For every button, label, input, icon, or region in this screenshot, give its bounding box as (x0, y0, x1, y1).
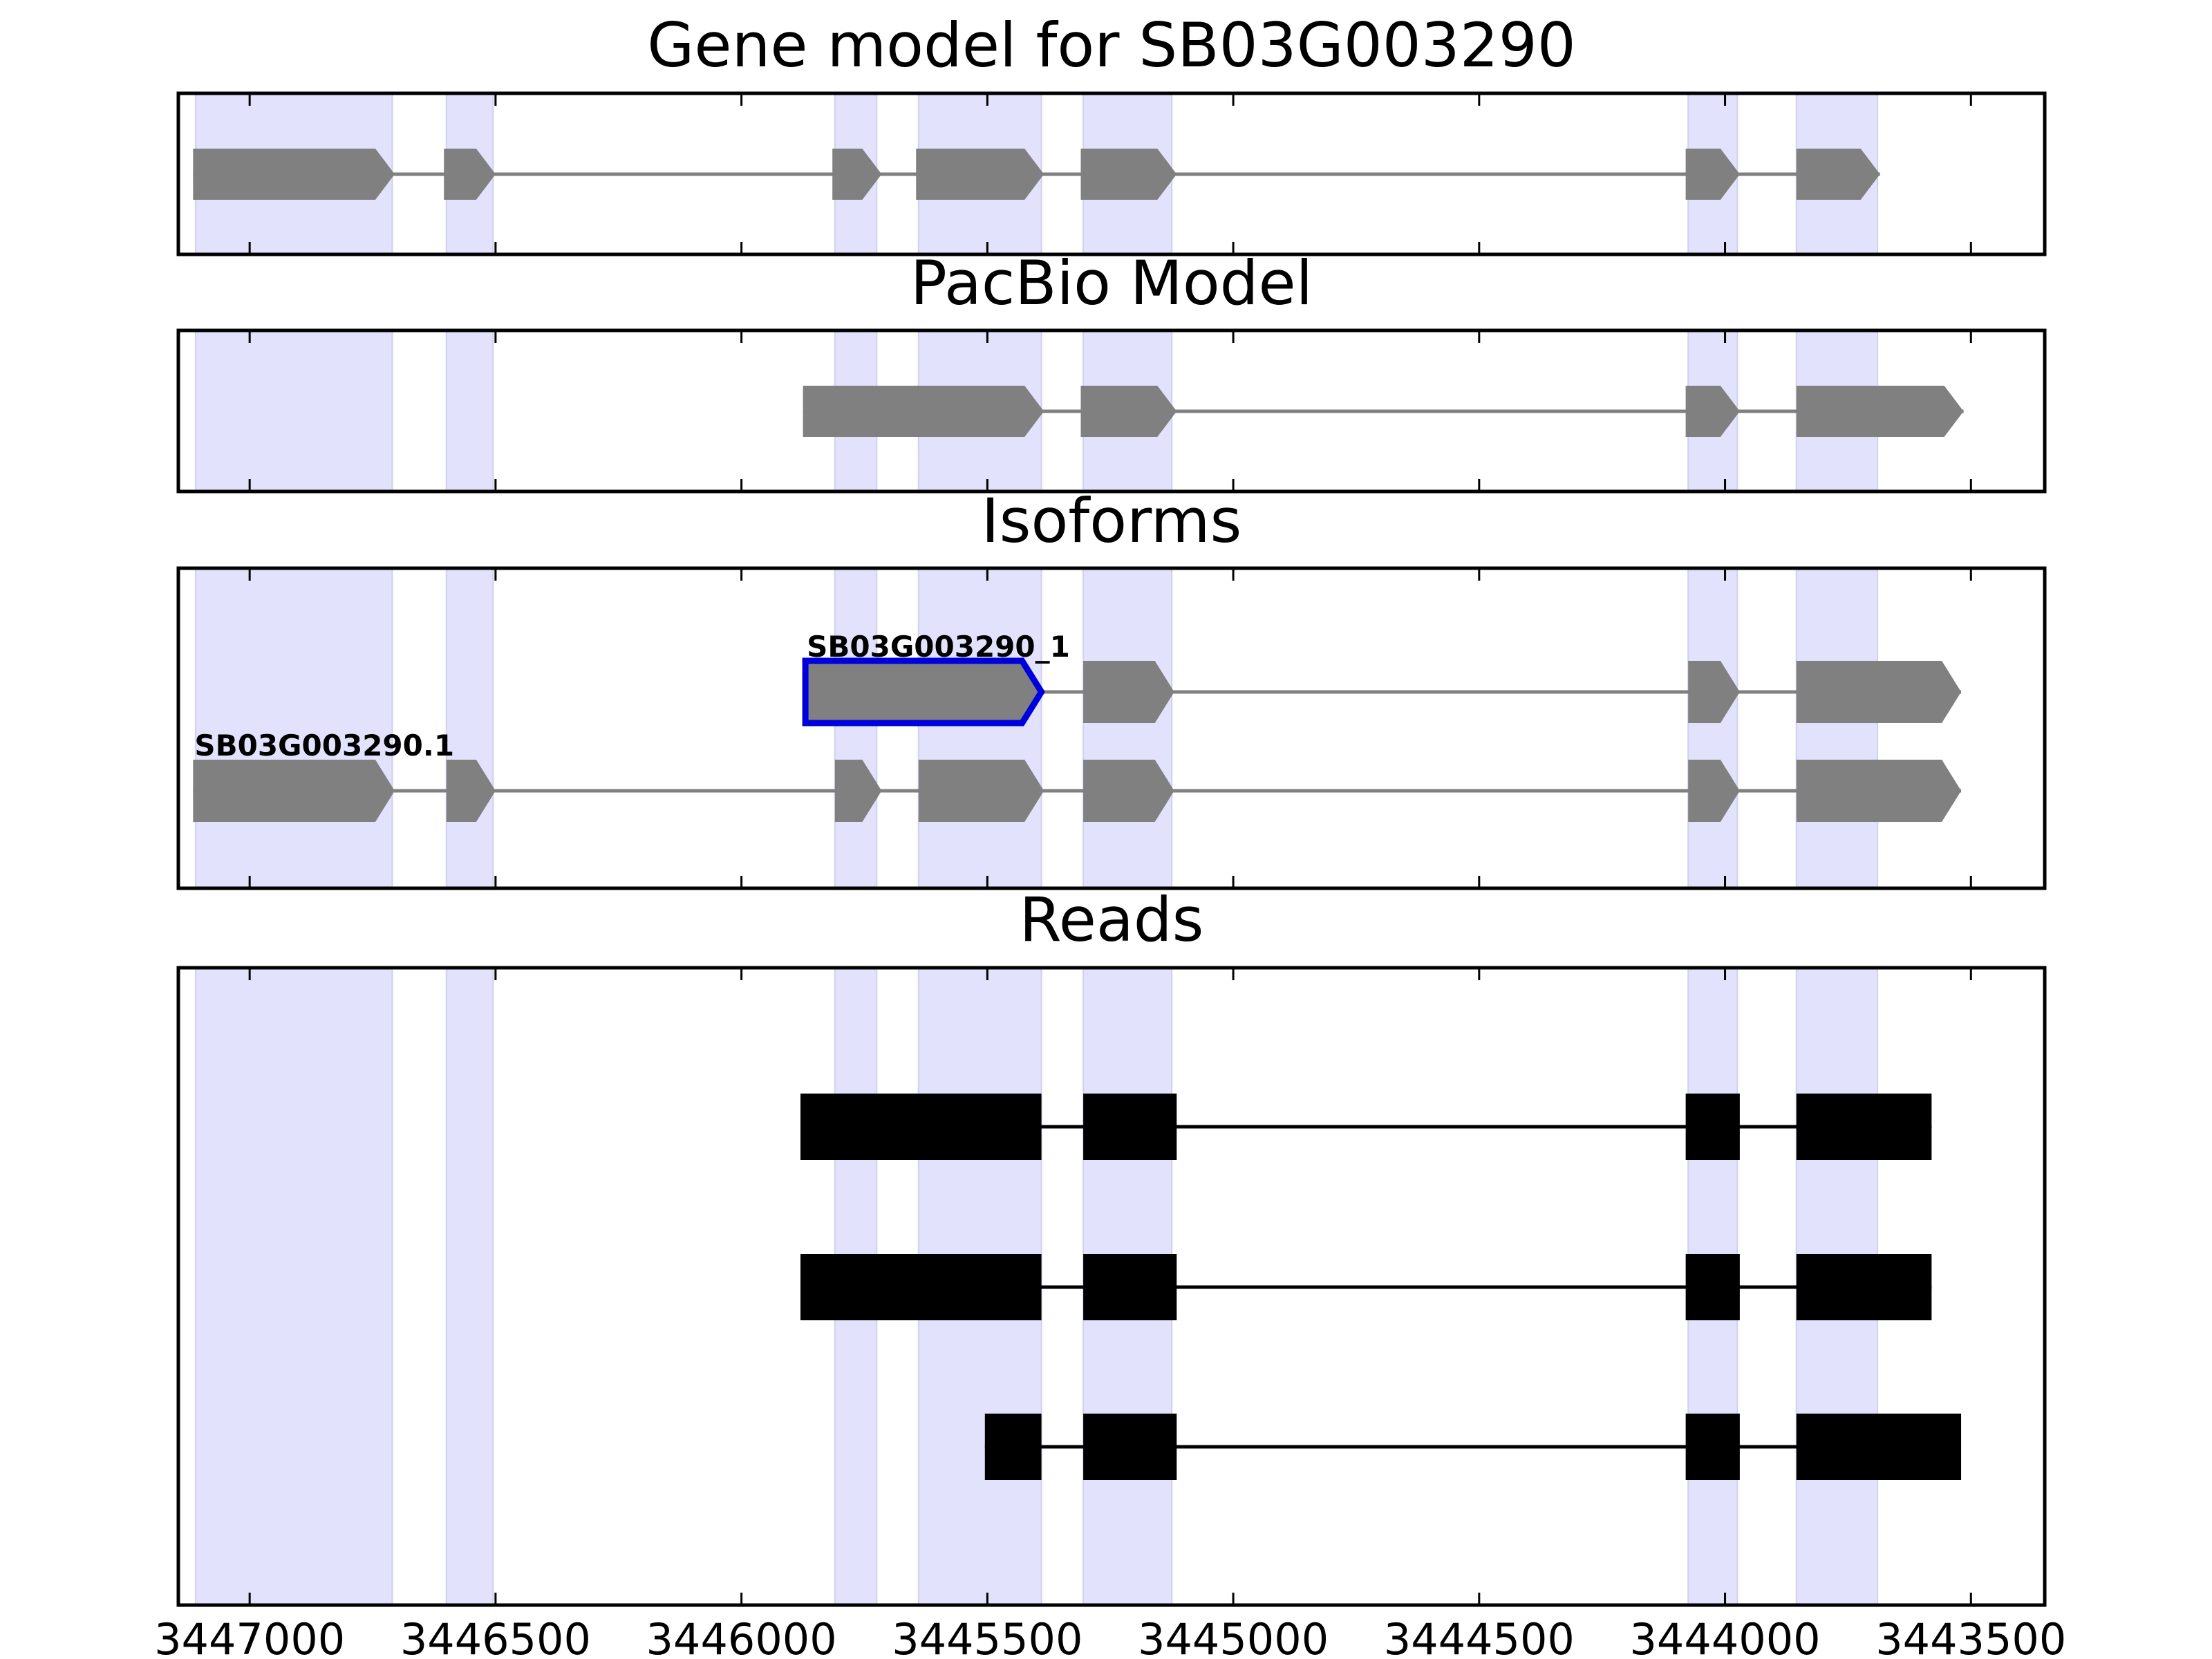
isoforms-track-0-exon-2 (1688, 661, 1740, 723)
reads-track-2-exon-3 (1796, 1414, 1962, 1480)
reads-track-1-exon-2 (1685, 1254, 1740, 1320)
highlight-region-3 (917, 568, 1042, 889)
highlight-region-1 (445, 330, 494, 492)
x-tick-label-1: 3446500 (400, 1614, 591, 1659)
isoforms-track-0-exon-3 (1796, 661, 1962, 723)
isoforms-track-0-exon-1 (1083, 661, 1174, 723)
gene-track-0-exon-6 (1796, 149, 1880, 200)
reads-track-2-exon-2 (1685, 1414, 1740, 1480)
panel-title-reads: Reads (1020, 884, 1204, 955)
reads-track-0-exon-2 (1685, 1094, 1740, 1160)
x-tick-label-0: 3447000 (154, 1614, 345, 1659)
isoforms-track-1-exon-3 (918, 760, 1044, 822)
gene-track-0-exon-5 (1685, 149, 1740, 200)
isoforms-track-1-exon-1 (446, 760, 496, 822)
pacbio-plot-frame (176, 328, 2047, 494)
gene-track-0-exon-0 (193, 149, 395, 200)
highlight-region-5 (1687, 568, 1738, 889)
panel-pacbio-model: PacBio Model (176, 247, 2047, 494)
highlight-region-1 (445, 568, 494, 889)
highlight-region-1 (445, 967, 494, 1606)
gene-track-0-exon-4 (1080, 149, 1177, 200)
reads-track-1-exon-3 (1796, 1254, 1932, 1320)
x-tick-label-4: 3445000 (1138, 1614, 1329, 1659)
x-tick-label-7: 3443500 (1875, 1614, 2066, 1659)
isoform-label-1: SB03G003290.1 (194, 729, 454, 762)
highlight-region-0 (194, 967, 393, 1606)
highlight-region-4 (1082, 568, 1173, 889)
panel-title-gene-model: Gene model for SB03G003290 (647, 10, 1576, 81)
gene-track-0-exon-2 (832, 149, 882, 200)
pacbio-track-0-exon-1 (1080, 386, 1177, 437)
reads-track-0-exon-0 (800, 1094, 1042, 1160)
isoforms-track-1-exon-0 (193, 760, 395, 822)
x-tick-label-2: 3446000 (646, 1614, 837, 1659)
panel-title-pacbio-model: PacBio Model (910, 247, 1313, 319)
x-tick-label-3: 3445500 (892, 1614, 1082, 1659)
panel-reads: Reads (176, 884, 2047, 1607)
x-tick-label-6: 3444000 (1629, 1614, 1820, 1659)
highlight-region-6 (1795, 568, 1879, 889)
isoform-label-0: SB03G003290_1 (807, 630, 1070, 664)
reads-track-2-exon-0 (984, 1414, 1042, 1480)
isoforms-track-1-exon-4 (1083, 760, 1174, 822)
isoforms-track-1-exon-6 (1796, 760, 1962, 822)
highlight-region-2 (834, 568, 878, 889)
reads-plot-frame (176, 966, 2047, 1607)
isoforms-track-1-exon-2 (834, 760, 882, 822)
isoforms-track-0-exon-0 (802, 657, 1045, 727)
gene-plot-frame (176, 91, 2047, 256)
gene-track-0-exon-3 (916, 149, 1044, 200)
highlight-region-0 (194, 330, 393, 492)
reads-track-2-exon-1 (1083, 1414, 1177, 1480)
pacbio-track-0-exon-3 (1796, 386, 1964, 437)
panel-title-isoforms: Isoforms (982, 485, 1242, 556)
highlight-region-0 (194, 568, 393, 889)
panel-isoforms: Isoforms SB03G003290_1 SB03G003290.1 (176, 485, 2047, 890)
gene-track-0-exon-1 (444, 149, 496, 200)
x-axis-tick-labels: 3447000 3446500 3446000 3445500 3445000 34445… (154, 1614, 2066, 1659)
panel-gene-model: Gene model for SB03G003290 (176, 10, 2047, 256)
isoforms-track-1-exon-5 (1688, 760, 1740, 822)
reads-track-1-exon-1 (1083, 1254, 1177, 1320)
pacbio-track-0-exon-2 (1685, 386, 1740, 437)
x-tick-label-5: 3444500 (1384, 1614, 1575, 1659)
pacbio-track-0-exon-0 (803, 386, 1044, 437)
reads-track-1-exon-0 (800, 1254, 1042, 1320)
reads-track-0-exon-3 (1796, 1094, 1932, 1160)
isoforms-plot-frame (176, 566, 2047, 890)
reads-track-0-exon-1 (1083, 1094, 1177, 1160)
